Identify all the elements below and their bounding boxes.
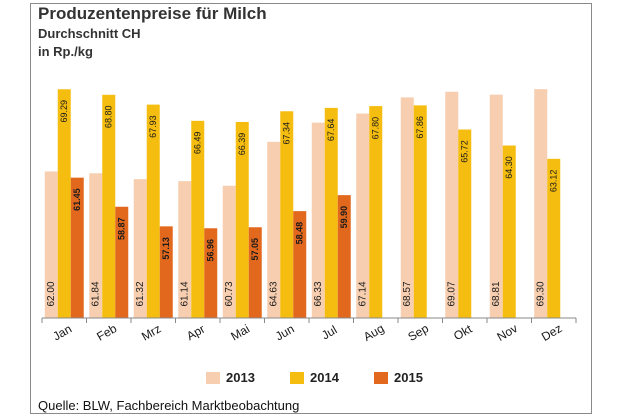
bar-2014-mai [235, 121, 249, 318]
value-label-2014-apr: 66.49 [193, 132, 203, 155]
value-label-2013-feb: 61.84 [90, 281, 101, 306]
bar-2014-okt [458, 129, 472, 318]
value-label-2015-jul: 59.90 [339, 206, 349, 229]
value-label-2014-dez: 63.12 [549, 170, 559, 193]
value-label-2014-feb: 68.80 [104, 106, 114, 129]
chart-unit-label: in Rp./kg [38, 44, 93, 59]
bar-2013-okt [445, 91, 459, 318]
bar-2014-jul [324, 107, 338, 318]
bar-2014-jun [280, 111, 294, 318]
bar-2013-aug [356, 113, 370, 318]
value-label-2013-okt: 69.07 [446, 281, 457, 306]
legend-label-2013: 2013 [226, 370, 255, 385]
x-tick-label-apr: Apr [184, 322, 207, 343]
bar-2013-dez [534, 89, 548, 318]
bar-2014-feb [102, 94, 116, 318]
bar-2013-nov [489, 94, 503, 318]
chart-title: Produzentenpreise für Milch [38, 4, 267, 23]
value-label-2015-apr: 56.96 [206, 239, 216, 262]
value-label-2014-okt: 65.72 [460, 140, 470, 163]
x-tick-label-jul: Jul [319, 323, 339, 343]
value-label-2014-mai: 66.39 [237, 133, 247, 156]
bar-2014-aug [369, 106, 383, 318]
value-label-2015-mrz: 57.13 [161, 237, 171, 260]
bar-2015-jun [293, 211, 307, 318]
value-label-2013-aug: 67.14 [357, 281, 368, 306]
bar-2014-nov [502, 145, 516, 318]
x-tick-label-sep: Sep [406, 321, 432, 344]
value-label-2014-sep: 67.86 [415, 116, 425, 139]
x-tick-label-feb: Feb [94, 321, 119, 344]
x-tick-label-mai: Mai [228, 322, 252, 344]
x-tick-label-nov: Nov [495, 321, 520, 344]
bar-2015-feb [115, 206, 129, 318]
bar-2014-mrz [146, 104, 160, 318]
bar-2015-apr [204, 228, 218, 318]
x-tick-label-jan: Jan [50, 322, 74, 344]
value-label-2013-jan: 62.00 [46, 281, 57, 306]
legend-swatch-2015 [374, 371, 388, 384]
value-label-2014-jun: 67.34 [282, 122, 292, 145]
value-label-2014-nov: 64.30 [504, 156, 514, 179]
value-label-2014-jul: 67.64 [326, 119, 336, 142]
x-tick-label-okt: Okt [451, 321, 475, 343]
source-note: Quelle: BLW, Fachbereich Marktbeobachtun… [38, 398, 300, 413]
value-label-2013-dez: 69.30 [535, 281, 546, 306]
value-label-2014-aug: 67.80 [371, 117, 381, 140]
value-label-2013-mrz: 61.32 [135, 281, 146, 306]
value-label-2014-mrz: 67.93 [148, 115, 158, 138]
x-tick-label-aug: Aug [361, 321, 386, 344]
bar-2015-jul [337, 195, 351, 318]
bar-2013-jan [44, 171, 58, 318]
x-tick-label-dez: Dez [539, 321, 564, 344]
bar-2015-jan [70, 177, 84, 318]
value-label-2014-jan: 69.29 [59, 100, 69, 123]
bar-2013-mrz [133, 179, 147, 318]
value-label-2013-apr: 61.14 [179, 281, 190, 306]
value-label-2013-jun: 64.63 [268, 281, 279, 306]
legend-swatch-2014 [290, 371, 304, 384]
bar-2014-sep [413, 105, 427, 318]
legend-label-2014: 2014 [310, 370, 339, 385]
bar-2013-jun [267, 141, 281, 318]
bar-2013-mai [222, 185, 236, 318]
value-label-2013-sep: 68.57 [402, 281, 413, 306]
bar-2014-jan [57, 89, 71, 318]
value-label-2013-jul: 66.33 [313, 281, 324, 306]
legend-item-2015: 2015 [374, 370, 423, 385]
bar-2013-jul [311, 122, 325, 318]
legend-item-2013: 2013 [206, 370, 255, 385]
x-tick-label-mrz: Mrz [139, 321, 163, 343]
chart-subtitle: Durchschnitt CH [38, 26, 141, 41]
legend-label-2015: 2015 [394, 370, 423, 385]
value-label-2013-nov: 68.81 [491, 281, 502, 306]
bar-2013-feb [89, 173, 103, 318]
bar-2013-sep [400, 97, 414, 318]
value-label-2015-jan: 61.45 [72, 188, 82, 211]
value-label-2015-feb: 58.87 [117, 217, 127, 240]
legend-item-2014: 2014 [290, 370, 339, 385]
x-tick-label-jun: Jun [273, 322, 297, 344]
bar-2015-mai [248, 227, 262, 318]
legend-swatch-2013 [206, 371, 220, 384]
bar-2013-apr [178, 181, 192, 318]
value-label-2015-mai: 57.05 [250, 238, 260, 261]
value-label-2013-mai: 60.73 [224, 281, 235, 306]
bar-2014-apr [191, 120, 205, 318]
bar-2015-mrz [159, 226, 173, 318]
value-label-2015-jun: 58.48 [295, 222, 305, 245]
bar-2014-dez [547, 158, 561, 318]
